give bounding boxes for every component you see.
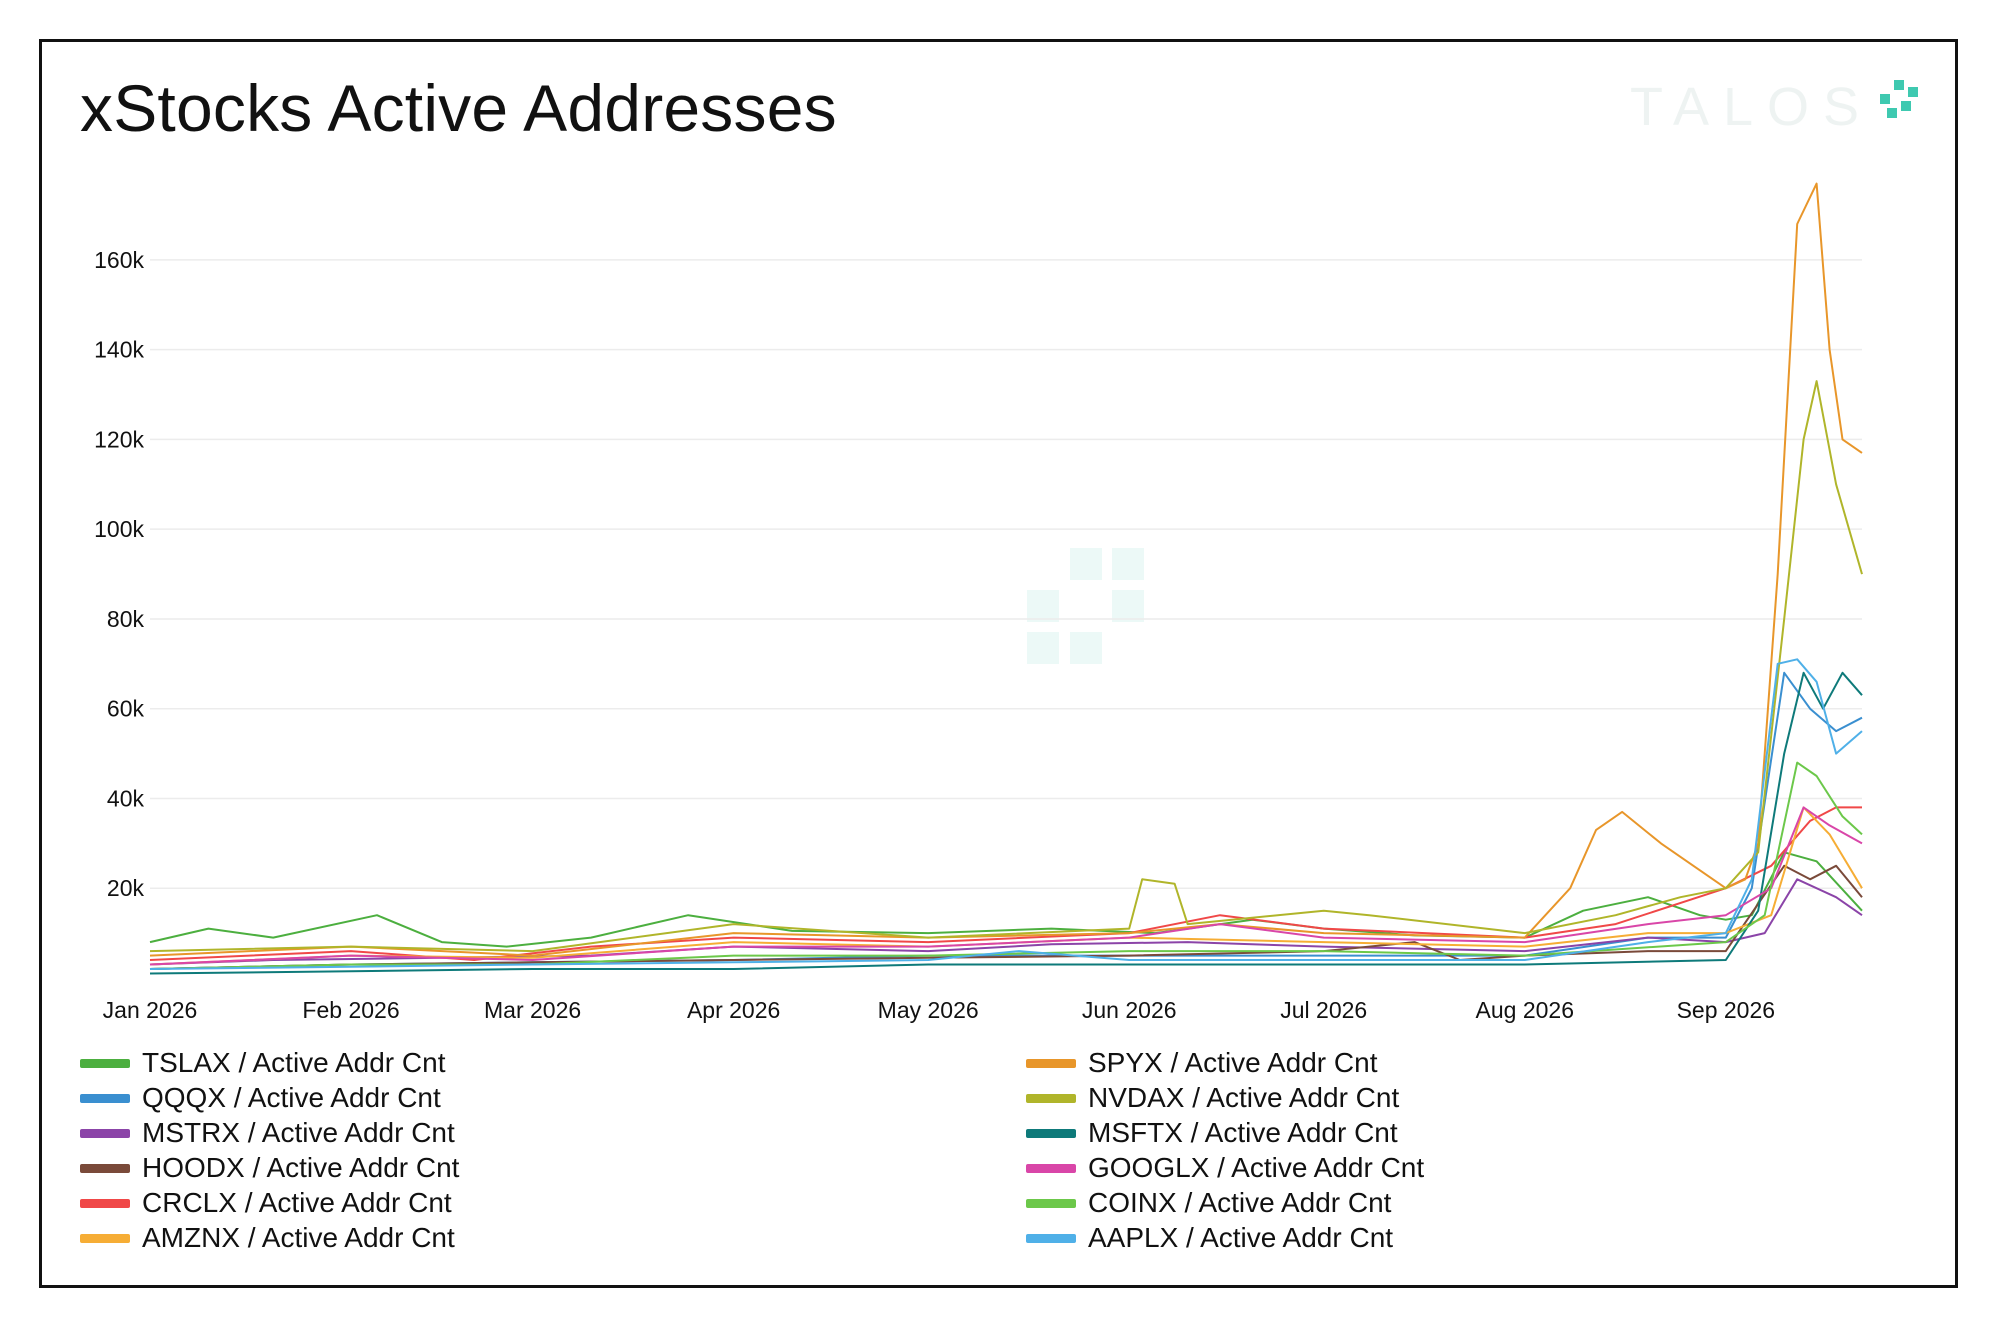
y-tick-label: 60k [107, 696, 145, 722]
y-tick-label: 140k [94, 337, 144, 363]
series-lines [149, 182, 1863, 975]
x-axis: Jan 2026 Feb 2026 Mar 2026 Apr 2026 May 2026… [103, 997, 1775, 1023]
series-line-aaplx [149, 658, 1863, 970]
legend-swatch [80, 1233, 130, 1243]
x-tick-label: Sep 2026 [1677, 997, 1775, 1023]
y-tick-label: 120k [94, 426, 144, 452]
y-axis: 20k 40k 60k 80k 100k 120k 140k 160k [94, 247, 144, 901]
legend-label: MSFTX / Active Addr Cnt [1088, 1117, 1398, 1148]
legend-label: QQQX / Active Addr Cnt [142, 1082, 441, 1113]
legend-label: SPYX / Active Addr Cnt [1088, 1047, 1378, 1078]
legend-label: TSLAX / Active Addr Cnt [142, 1047, 446, 1078]
series-line-tslax [149, 851, 1863, 948]
x-tick-label: May 2026 [878, 997, 979, 1023]
y-tick-label: 100k [94, 516, 144, 542]
legend-label: MSTRX / Active Addr Cnt [142, 1117, 455, 1148]
legend-item-mstrx[interactable]: MSTRX / Active Addr Cnt [80, 1116, 455, 1150]
x-tick-label: Jan 2026 [103, 997, 198, 1023]
legend-swatch [1026, 1233, 1076, 1243]
legend-swatch [80, 1163, 130, 1173]
legend-label: CRCLX / Active Addr Cnt [142, 1187, 452, 1218]
legend-swatch [80, 1093, 130, 1103]
grid-lines [150, 259, 1862, 889]
legend-swatch [1026, 1163, 1076, 1173]
series-line-qqqx [149, 671, 1863, 970]
x-tick-label: Jul 2026 [1280, 997, 1367, 1023]
series-line-crclx [149, 806, 1862, 961]
y-tick-label: 80k [107, 606, 145, 632]
legend-swatch [80, 1198, 130, 1208]
brand-logo-icon [1880, 80, 1918, 118]
legend-label: GOOGLX / Active Addr Cnt [1088, 1152, 1425, 1183]
legend-swatch [1026, 1128, 1076, 1138]
legend-item-spyx[interactable]: SPYX / Active Addr Cnt [1026, 1046, 1377, 1080]
legend-label: AMZNX / Active Addr Cnt [142, 1222, 455, 1253]
legend-item-hoodx[interactable]: HOODX / Active Addr Cnt [80, 1151, 459, 1185]
legend-item-tslax[interactable]: TSLAX / Active Addr Cnt [80, 1046, 445, 1080]
series-line-coinx [149, 761, 1863, 970]
chart-title: xStocks Active Addresses [80, 71, 837, 145]
series-line-amznx [149, 806, 1863, 966]
legend-item-googlx[interactable]: GOOGLX / Active Addr Cnt [1026, 1151, 1424, 1185]
x-tick-label: Mar 2026 [484, 997, 581, 1023]
series-line-googlx [149, 806, 1863, 966]
series-line-msftx [149, 671, 1863, 975]
series-line-spyx [149, 182, 1863, 957]
legend-item-qqqx[interactable]: QQQX / Active Addr Cnt [80, 1081, 441, 1115]
legend-swatch [80, 1058, 130, 1068]
legend-swatch [1026, 1198, 1076, 1208]
legend-swatch [1026, 1058, 1076, 1068]
legend-swatch [80, 1128, 130, 1138]
legend-item-nvdax[interactable]: NVDAX / Active Addr Cnt [1026, 1081, 1399, 1115]
x-tick-label: Apr 2026 [687, 997, 780, 1023]
y-tick-label: 40k [107, 785, 145, 811]
legend-swatch [1026, 1093, 1076, 1103]
legend-item-msftx[interactable]: MSFTX / Active Addr Cnt [1026, 1116, 1398, 1150]
legend-item-aaplx[interactable]: AAPLX / Active Addr Cnt [1026, 1221, 1393, 1255]
series-line-nvdax [149, 380, 1863, 953]
y-tick-label: 20k [107, 875, 145, 901]
legend-item-coinx[interactable]: COINX / Active Addr Cnt [1026, 1186, 1391, 1220]
brand-wordmark: TALOS [1630, 77, 1874, 137]
y-tick-label: 160k [94, 247, 144, 273]
watermark-logo-icon [1027, 548, 1144, 664]
legend-item-crclx[interactable]: CRCLX / Active Addr Cnt [80, 1186, 452, 1220]
x-tick-label: Feb 2026 [302, 997, 399, 1023]
legend-item-amznx[interactable]: AMZNX / Active Addr Cnt [80, 1221, 455, 1255]
legend-label: HOODX / Active Addr Cnt [142, 1152, 460, 1183]
series-line-hoodx [149, 864, 1863, 970]
legend-label: AAPLX / Active Addr Cnt [1088, 1222, 1394, 1253]
legend-label: NVDAX / Active Addr Cnt [1088, 1082, 1400, 1113]
x-tick-label: Aug 2026 [1476, 997, 1574, 1023]
chart-frame [39, 39, 1958, 1288]
legend-label: COINX / Active Addr Cnt [1088, 1187, 1392, 1218]
x-tick-label: Jun 2026 [1082, 997, 1177, 1023]
